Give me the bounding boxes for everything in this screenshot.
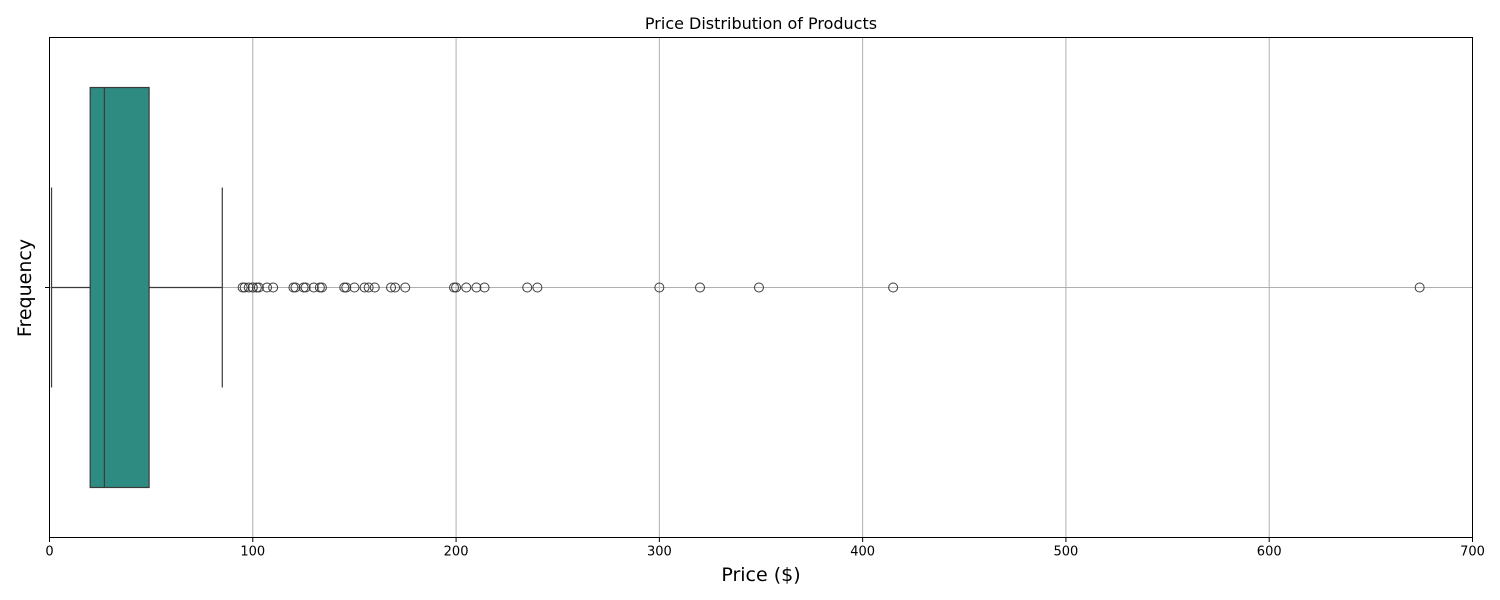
outlier-point — [359, 282, 370, 293]
outlier-point — [308, 282, 319, 293]
outlier-point — [363, 282, 374, 293]
outlier-point — [400, 282, 411, 293]
outlier-point — [247, 282, 258, 293]
x-tick-label: 100 — [240, 545, 265, 560]
x-axis: 0 100 200 300 400 500 600 700 — [45, 537, 1485, 560]
outlier-point — [290, 282, 301, 293]
outlier-point — [349, 282, 360, 293]
x-tick-label: 700 — [1460, 545, 1485, 560]
outlier-point — [888, 282, 899, 293]
box-plot-marks — [50, 86, 1425, 489]
x-tick-label: 300 — [647, 545, 672, 560]
outlier-point — [753, 282, 764, 293]
outlier-point — [390, 282, 401, 293]
x-tick-label: 600 — [1257, 545, 1282, 560]
outlier-point — [253, 282, 264, 293]
x-tick-label: 400 — [850, 545, 875, 560]
x-tick-label: 200 — [444, 545, 469, 560]
chart-title: Price Distribution of Products — [645, 14, 877, 33]
outlier-point — [316, 282, 327, 293]
outlier-point — [268, 282, 279, 293]
outlier-point — [654, 282, 665, 293]
x-axis-label: Price ($) — [721, 564, 800, 586]
outlier-point — [532, 282, 543, 293]
grid-lines — [49, 37, 1473, 538]
outlier-point — [300, 282, 311, 293]
outlier-point — [1414, 282, 1425, 293]
outlier-point — [243, 282, 254, 293]
outlier-point — [479, 282, 490, 293]
outlier-point — [461, 282, 472, 293]
x-tick-label: 0 — [45, 545, 53, 560]
outlier-point — [522, 282, 533, 293]
y-axis-label: Frequency — [14, 239, 36, 337]
outlier-point — [341, 282, 352, 293]
outlier-point — [695, 282, 706, 293]
outlier-point — [239, 282, 250, 293]
x-tick-label: 500 — [1054, 545, 1079, 560]
outlier-point — [262, 282, 273, 293]
outlier-point — [386, 282, 397, 293]
iqr-box — [89, 86, 150, 489]
outlier-point — [471, 282, 482, 293]
outlier-point — [451, 282, 462, 293]
outlier-point — [369, 282, 380, 293]
